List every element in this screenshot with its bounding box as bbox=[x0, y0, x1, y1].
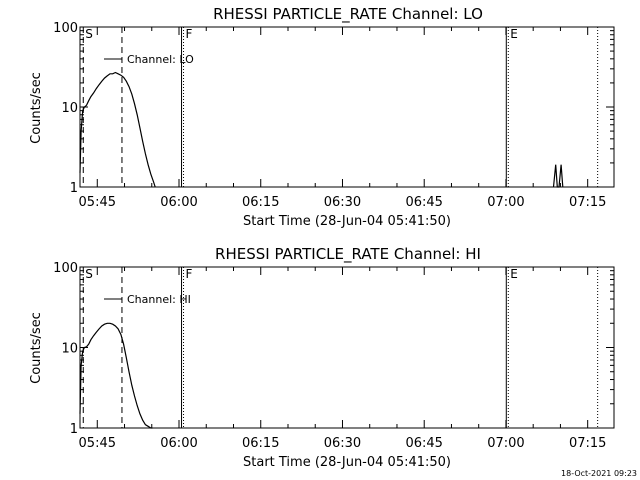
marker-label: E bbox=[510, 267, 518, 281]
x-axis-label: Start Time (28-Jun-04 05:41:50) bbox=[243, 455, 451, 470]
x-tick-label: 06:00 bbox=[160, 436, 197, 451]
x-tick-label: 05:45 bbox=[79, 436, 116, 451]
legend: Channel: HI bbox=[104, 293, 191, 306]
x-axis-label: Start Time (28-Jun-04 05:41:50) bbox=[243, 214, 451, 229]
marker-label: F bbox=[186, 267, 193, 281]
data-series bbox=[79, 322, 153, 429]
marker-label: S bbox=[85, 27, 93, 41]
series-line bbox=[79, 71, 156, 188]
marker-label: S bbox=[85, 267, 93, 281]
x-tick-label: 06:30 bbox=[324, 436, 361, 451]
chart-panel-lo: RHESSI PARTICLE_RATE Channel: LO Counts/… bbox=[29, 5, 615, 229]
series-line bbox=[552, 164, 564, 188]
chart-title: RHESSI PARTICLE_RATE Channel: HI bbox=[215, 245, 481, 264]
y-tick-label: 1 bbox=[70, 181, 78, 196]
legend-label: Channel: LO bbox=[127, 53, 194, 66]
x-tick-label: 06:45 bbox=[405, 436, 442, 451]
chart-title: RHESSI PARTICLE_RATE Channel: LO bbox=[213, 5, 483, 24]
x-tick-label: 07:15 bbox=[569, 436, 606, 451]
x-tick-label: 06:00 bbox=[160, 195, 197, 210]
x-tick-label: 06:45 bbox=[405, 195, 442, 210]
marker-label: F bbox=[186, 27, 193, 41]
y-tick-label: 10 bbox=[61, 101, 78, 116]
plot-frame bbox=[79, 266, 615, 429]
legend: Channel: LO bbox=[104, 53, 194, 66]
plot-frame bbox=[79, 26, 615, 188]
x-tick-label: 06:15 bbox=[242, 436, 279, 451]
y-axis-label: Counts/sec bbox=[29, 312, 44, 384]
legend-label: Channel: HI bbox=[127, 293, 191, 306]
data-series bbox=[79, 71, 564, 188]
x-tick-label: 05:45 bbox=[79, 195, 116, 210]
y-tick-label: 100 bbox=[53, 21, 78, 36]
y-tick-label: 10 bbox=[61, 342, 78, 357]
x-tick-label: 06:15 bbox=[242, 195, 279, 210]
axis-ticks: 1 10 100 05:45 06:00 06:15 06:30 06:45 07:00 07:1… bbox=[53, 261, 614, 451]
marker-label: E bbox=[510, 27, 518, 41]
y-axis-label: Counts/sec bbox=[29, 72, 44, 144]
x-tick-label: 07:00 bbox=[487, 195, 524, 210]
y-tick-label: 1 bbox=[70, 422, 78, 437]
footer-timestamp: 18-Oct-2021 09:23 bbox=[561, 469, 637, 478]
series-line bbox=[79, 322, 153, 429]
x-tick-label: 06:30 bbox=[324, 195, 361, 210]
chart-panel-hi: RHESSI PARTICLE_RATE Channel: HI Counts/… bbox=[29, 245, 615, 470]
x-tick-label: 07:15 bbox=[569, 195, 606, 210]
x-tick-label: 07:00 bbox=[487, 436, 524, 451]
y-tick-label: 100 bbox=[53, 261, 78, 276]
